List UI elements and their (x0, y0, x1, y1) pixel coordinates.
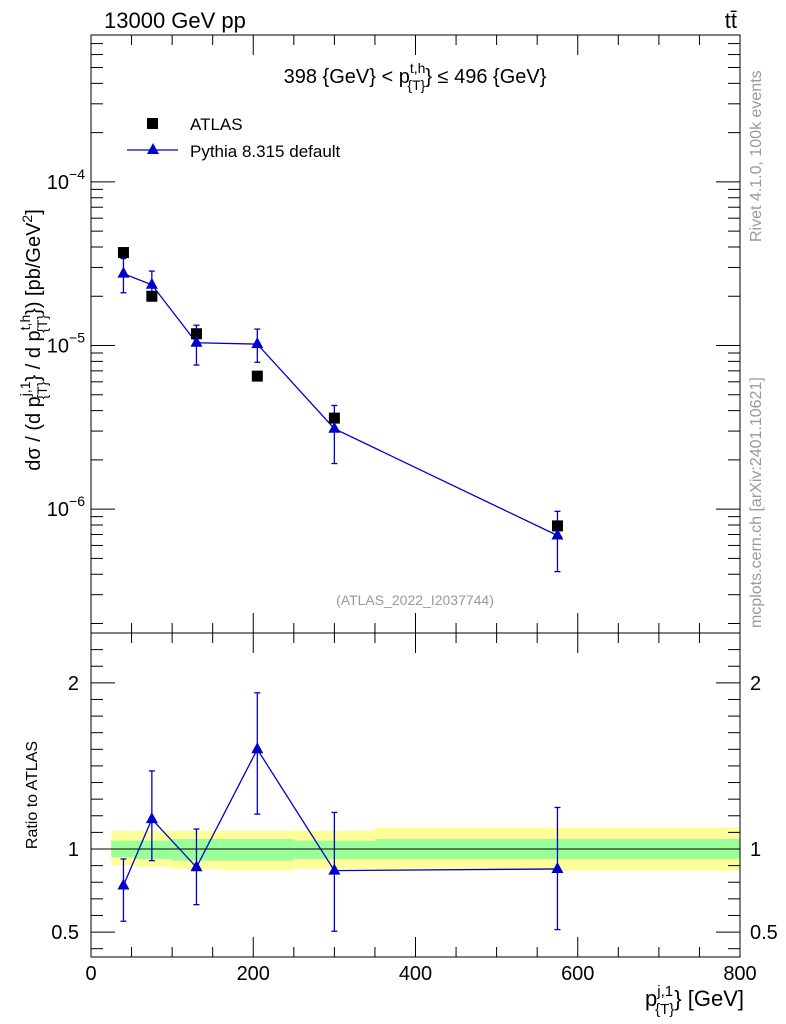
atlas-data-point (551, 520, 563, 532)
ratio-y-tick-label-right: 1 (750, 839, 761, 861)
atlas-data-point (190, 328, 202, 340)
ratio-y-tick-label: 0.5 (51, 922, 79, 944)
x-tick-label: 800 (723, 963, 756, 985)
ratio-y-tick-label-right: 0.5 (750, 922, 778, 944)
x-tick-label: 200 (237, 963, 270, 985)
atlas-data-point (117, 247, 129, 259)
legend: ATLAS Pythia 8.315 default (127, 115, 341, 161)
x-tick-label: 600 (561, 963, 594, 985)
analysis-id-label: (ATLAS_2022_I2037744) (336, 592, 494, 608)
ratio-frame (90, 632, 741, 958)
x-tick-label: 400 (399, 963, 432, 985)
x-axis-label: pj,1 {T}} [GeV] (645, 983, 744, 1018)
main-y-tick-label: 10−5 (47, 330, 85, 358)
legend-atlas-label: ATLAS (190, 115, 243, 134)
mcplots-label: mcplots.cern.ch [arXiv:2401.10621] (748, 377, 765, 628)
bin-title: 398 {GeV} < pt,h {T}} ≤ 496 {GeV} (284, 60, 547, 93)
ratio-data-point (328, 863, 341, 875)
pythia-data-point (551, 528, 564, 540)
pythia-data-point (145, 277, 158, 289)
ratio-y-tick-label-right: 2 (750, 673, 761, 695)
main-y-tick-label: 10−6 (47, 493, 85, 521)
pythia-data-point (117, 266, 130, 278)
main-frame (90, 34, 741, 634)
ratio-data-point (551, 861, 564, 873)
rivet-label: Rivet 4.1.0, 100k events (748, 70, 765, 242)
ratio-panel: 0.5 0.51 12 2 0 200 400 600 800 Ratio to ATLAS … (24, 632, 778, 1018)
legend-pythia-label: Pythia 8.315 default (190, 142, 341, 161)
pythia-data-point (190, 335, 203, 347)
ratio-uncertainty-band-inner (135, 840, 173, 859)
main-y-axis-label: dσ / (d pj,1{T}} / d pt,h{T}}) [pb/GeV2] (17, 209, 50, 471)
ratio-data-point (190, 860, 203, 872)
collision-label: 13000 GeV pp (104, 8, 246, 33)
main-panel: 10−4 10−5 10−6 398 {GeV} < pt,h {T}} ≤ 496 … (17, 34, 741, 634)
ratio-data-point (145, 812, 158, 824)
ratio-pythia-line (122, 748, 558, 886)
pythia-data-point (251, 337, 264, 349)
ratio-uncertainty-band-inner (220, 839, 294, 861)
pythia-line (123, 273, 558, 537)
atlas-data-point (146, 290, 158, 302)
atlas-data-point (328, 412, 340, 424)
pythia-data-point (328, 421, 341, 433)
ratio-y-tick-label: 2 (68, 673, 79, 695)
ratio-data-point (251, 742, 264, 754)
legend-pythia-marker (147, 143, 159, 154)
atlas-data-point (251, 370, 263, 382)
legend-atlas-marker (147, 118, 158, 129)
ratio-y-axis-label: Ratio to ATLAS (24, 741, 41, 849)
main-y-tick-label: 10−4 (47, 166, 85, 194)
ratio-y-tick-label: 1 (68, 839, 79, 861)
x-tick-label: 0 (85, 963, 96, 985)
ratio-data-point (117, 878, 130, 890)
process-label: tt̄ (725, 8, 737, 33)
